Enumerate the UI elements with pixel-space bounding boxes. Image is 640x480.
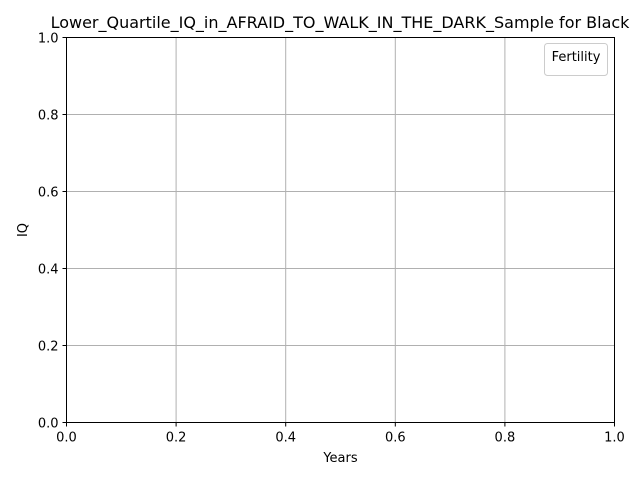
y-axis-ticks: 0.0 0.2 0.4 0.6 0.8 1.0: [38, 32, 67, 432]
y-tick-label: 0.6: [38, 186, 59, 201]
x-tick-label: 0.8: [495, 431, 516, 446]
y-axis-label: IQ: [16, 223, 31, 237]
y-tick-label: 1.0: [38, 32, 59, 47]
legend-box: [544, 43, 608, 76]
grid-lines: [66, 37, 615, 423]
plot-area-frame: [66, 37, 615, 423]
x-tick-label: 0.2: [166, 431, 187, 446]
x-tick-label: 0.0: [56, 431, 77, 446]
x-axis-ticks: 0.0 0.2 0.4 0.6 0.8 1.0: [56, 422, 625, 446]
legend-title: Fertility: [552, 50, 601, 65]
y-tick-label: 0.4: [38, 263, 59, 278]
y-tick-label: 0.8: [38, 109, 59, 124]
x-tick-label: 0.6: [385, 431, 406, 446]
chart-title: Lower_Quartile_IQ_in_AFRAID_TO_WALK_IN_T…: [51, 13, 631, 33]
y-tick-label: 0.0: [38, 417, 59, 432]
x-axis-label: Years: [322, 451, 358, 466]
y-tick-label: 0.2: [38, 340, 59, 355]
x-tick-label: 0.4: [275, 431, 296, 446]
x-tick-label: 1.0: [604, 431, 625, 446]
legend: Fertility: [544, 43, 608, 76]
